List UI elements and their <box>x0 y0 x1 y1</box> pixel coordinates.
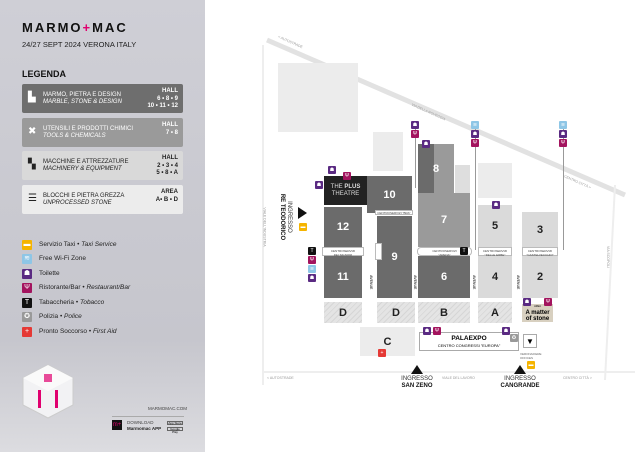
wifi-icon: ≋ <box>22 254 32 264</box>
entrance-arrow-icon <box>298 207 307 219</box>
hall-5[interactable]: 5 <box>478 205 512 247</box>
hall-9[interactable]: 9 <box>377 216 412 298</box>
tobacco-icon: T <box>308 247 316 255</box>
restaurant-icon: Ψ <box>22 283 32 293</box>
centroservizi-dei-signori: CENTROSERVIZI DEI SIGNORI <box>322 247 364 257</box>
google-play-badge[interactable]: Google Play <box>167 427 183 434</box>
legend-unprocessed-stone: ☰ BLOCCHI E PIETRA GREZZA UNPROCESSED STO… <box>22 185 183 214</box>
restaurant-icon: Ψ <box>343 172 351 180</box>
stone-blocks-category-icon: ☰ <box>28 193 37 204</box>
download-app[interactable]: m+ DOWNLOAD Marmomac APP App Store Googl… <box>112 416 184 434</box>
centroservizi-delle-erbe: CENTROSERVIZI "DELLE ERBE" <box>478 247 512 257</box>
app-icon: m+ <box>112 420 122 430</box>
toilet-icon: ☗ <box>422 140 430 148</box>
legend-marble-stone-design: ▙ MARMO, PIETRA E DESIGN MARBLE, STONE & … <box>22 84 183 113</box>
website-link[interactable]: MARMOMAC.COM <box>148 406 187 411</box>
centroservizi-castelvecchio: CENTROSERVIZI "CASTELVECCHIO" <box>522 247 558 257</box>
wifi-icon: ≋ <box>308 265 316 273</box>
centroservizi-arena: CENTROSERVIZI "ARENA" <box>417 247 472 257</box>
toilet-icon: ☗ <box>22 269 32 279</box>
restaurant-icon: Ψ <box>433 327 441 335</box>
a-matter-of-stone[interactable]: AREA A matter of stone <box>522 304 553 322</box>
toilet-icon: ☗ <box>308 274 316 282</box>
hall-6[interactable]: 6 <box>418 256 470 298</box>
marble-category-icon: ▙ <box>28 92 36 103</box>
hall-8[interactable]: 8 <box>418 144 454 193</box>
tobacco-icon: T <box>22 298 32 308</box>
hall-2[interactable]: 2 <box>522 256 558 298</box>
toilet-icon: ☗ <box>423 327 431 335</box>
entrance-arrow-icon <box>411 365 423 374</box>
tobacco-icon: T <box>460 247 468 255</box>
hall-10[interactable]: 10 <box>367 176 412 213</box>
police-icon: ✪ <box>22 312 32 322</box>
restaurant-icon: Ψ <box>411 130 419 138</box>
first-aid-icon: + <box>378 349 386 357</box>
area-a[interactable]: A <box>478 302 512 323</box>
entrance-arrow-icon <box>514 365 526 374</box>
taxi-icon: ▬ <box>299 223 307 231</box>
area-b[interactable]: B <box>418 302 470 323</box>
centroservizi-bra: CENTROSERVIZI "BRA" <box>375 210 413 215</box>
area-d-east[interactable]: D <box>377 302 415 323</box>
first-aid-icon: + <box>22 327 32 337</box>
hall-11[interactable]: 11 <box>324 256 362 298</box>
legend-sidebar: MARMO+MAC 24/27 SEPT 2024 VERONA ITALY L… <box>0 0 205 452</box>
veronafiere-logo-icon: ▼ <box>523 334 537 348</box>
restaurant-icon: Ψ <box>471 139 479 147</box>
toilet-icon: ☗ <box>471 130 479 138</box>
entrance-re-teodorico[interactable]: INGRESSO RE TEODORICO <box>279 193 292 241</box>
wifi-icon: ≋ <box>559 121 567 129</box>
avenue-label: AVENUE <box>516 275 520 290</box>
hall-7[interactable]: 7 <box>418 193 470 247</box>
marmomac-cube-graphic <box>22 364 74 419</box>
the-plus-theatre[interactable]: THE PLUS THEATRE <box>324 176 367 205</box>
area-d-west[interactable]: D <box>324 302 362 323</box>
fair-map: < AUTOSTRADE VIA DELLA ROVEGGIA CENTRO C… <box>205 0 640 452</box>
toilet-icon: ☗ <box>411 121 419 129</box>
avenue-label: AVENUE <box>369 275 373 290</box>
hall-4[interactable]: 4 <box>478 256 512 298</box>
taxi-icon: ▬ <box>527 361 535 369</box>
restaurant-icon: Ψ <box>544 298 552 306</box>
hall-3[interactable]: 3 <box>522 212 558 247</box>
marmomac-logo: MARMO+MAC <box>22 20 128 35</box>
legend-title: LEGENDA <box>22 69 67 79</box>
palaexpo[interactable]: PALAEXPO CENTRO CONGRESSI "EUROPA" <box>419 332 519 351</box>
entrance-san-zeno[interactable]: INGRESSO SAN ZENO <box>401 376 433 389</box>
event-date: 24/27 SEPT 2024 VERONA ITALY <box>22 40 137 49</box>
legend-tools-chemicals: ✖ UTENSILI E PRODOTTI CHIMICI TOOLS & CHE… <box>22 118 183 147</box>
tools-category-icon: ✖ <box>28 126 37 137</box>
toilet-icon: ☗ <box>502 327 510 335</box>
avenue-label: AVENUE <box>413 275 417 290</box>
toilet-icon: ☗ <box>328 166 336 174</box>
app-store-badge[interactable]: App Store <box>167 421 183 425</box>
toilet-icon: ☗ <box>492 201 500 209</box>
taxi-icon: ▬ <box>22 240 32 250</box>
avenue-label: AVENUE <box>472 275 476 290</box>
restaurant-icon: Ψ <box>308 256 316 264</box>
machinery-category-icon: ▚ <box>28 159 36 170</box>
toilet-icon: ☗ <box>523 298 531 306</box>
legend-machinery-equipment: ▚ MACCHINE E ATTREZZATURE MACHINERY & EQU… <box>22 151 183 180</box>
wifi-icon: ≋ <box>471 121 479 129</box>
police-icon: ✪ <box>510 334 518 342</box>
area-c[interactable]: C <box>360 327 415 356</box>
hall-12[interactable]: 12 <box>324 207 362 247</box>
restaurant-icon: Ψ <box>559 139 567 147</box>
entrance-cangrande[interactable]: INGRESSO CANGRANDE <box>500 376 540 389</box>
toilet-icon: ☗ <box>559 130 567 138</box>
toilet-icon: ☗ <box>315 181 323 189</box>
